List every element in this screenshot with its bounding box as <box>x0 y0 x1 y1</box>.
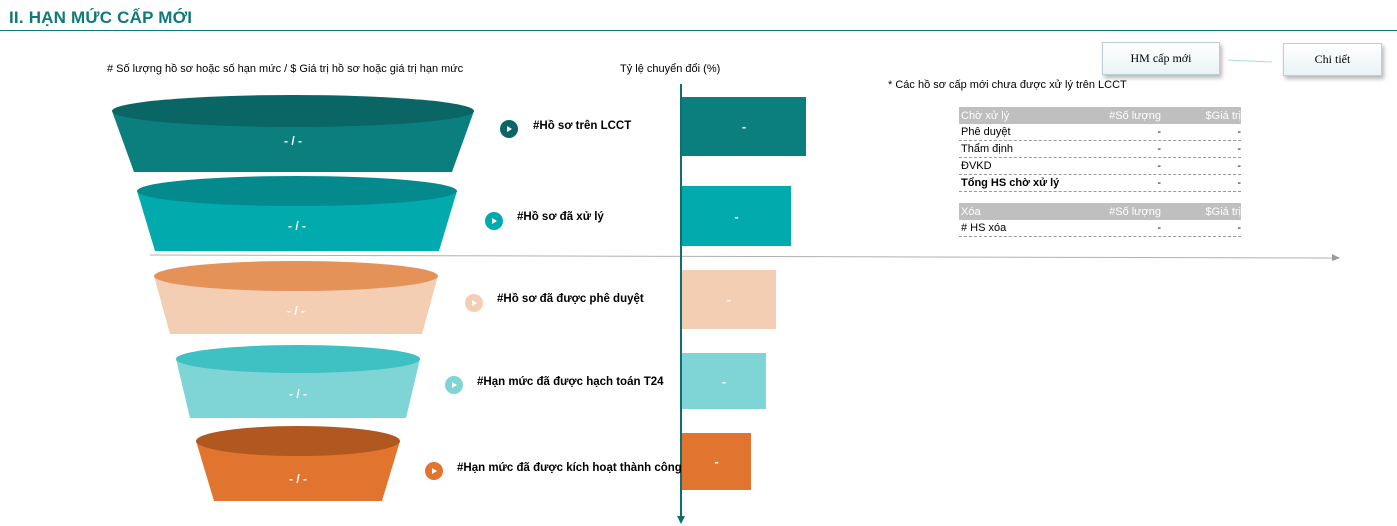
row-value: - <box>1237 143 1241 155</box>
title-divider <box>0 30 1397 31</box>
play-icon <box>445 376 463 394</box>
funnel-value: - / - <box>287 304 305 318</box>
row-name: ĐVKD <box>961 160 992 172</box>
table-row: ĐVKD - - <box>959 158 1241 175</box>
stage-label-lcct: #Hồ sơ trên LCCT <box>533 120 632 132</box>
funnel-shape <box>176 345 420 418</box>
funnel-value: - / - <box>288 219 306 233</box>
funnel-header: # Số lượng hồ sơ hoặc số hạn mức / $ Giá… <box>107 63 464 75</box>
funnel-value: - / - <box>289 472 307 486</box>
row-count: - <box>1157 160 1161 172</box>
pending-table-header: Chờ xử lý #Số lượng $Giá trị <box>959 107 1241 124</box>
table-row: Phê duyệt - - <box>959 124 1241 141</box>
stage-label-approved: #Hồ sơ đã được phê duyệt <box>497 293 644 305</box>
column-header: $Giá trị <box>1205 205 1241 218</box>
play-icon <box>500 120 518 138</box>
row-name: Tổng HS chờ xử lý <box>961 177 1060 189</box>
stage-label-activated: #Hạn mức đã được kích hoạt thành công <box>457 462 682 474</box>
play-icon <box>485 212 503 230</box>
pending-table: Chờ xử lý #Số lượng $Giá trị Phê duyệt -… <box>959 107 1241 192</box>
funnel-stage-lcct: - / - <box>112 94 474 174</box>
table-row: Thẩm định - - <box>959 141 1241 158</box>
hm-new-button[interactable]: HM cấp mới <box>1102 42 1220 75</box>
funnel-shape <box>137 176 457 251</box>
row-count: - <box>1157 222 1161 234</box>
column-header: #Số lượng <box>1109 205 1161 218</box>
row-count: - <box>1157 177 1161 189</box>
row-name: # HS xóa <box>961 222 1007 234</box>
column-header: $Giá trị <box>1205 109 1241 122</box>
conversion-bar-approved: - <box>682 270 776 329</box>
row-count: - <box>1157 126 1161 138</box>
conversion-header: Tỷ lệ chuyển đổi (%) <box>620 63 721 75</box>
pending-note: * Các hồ sơ cấp mới chưa được xử lý trên… <box>888 79 1127 91</box>
column-header: #Số lượng <box>1109 109 1161 122</box>
funnel-stage-approved: - / - <box>154 260 438 335</box>
funnel-stage-processed: - / - <box>137 175 457 252</box>
delete-table-header: Xóa #Số lượng $Giá trị <box>959 203 1241 220</box>
row-value: - <box>1237 177 1241 189</box>
row-value: - <box>1237 160 1241 172</box>
row-count: - <box>1157 143 1161 155</box>
stage-label-processed: #Hồ sơ đã xử lý <box>517 211 604 223</box>
row-value: - <box>1237 126 1241 138</box>
funnel-stage-activated: - / - <box>196 426 400 502</box>
row-value: - <box>1237 222 1241 234</box>
funnel-shape <box>154 261 438 334</box>
delete-table: Xóa #Số lượng $Giá trị # HS xóa - - <box>959 203 1241 237</box>
column-header: Chờ xử lý <box>961 109 1010 122</box>
table-row-total: Tổng HS chờ xử lý - - <box>959 175 1241 192</box>
funnel-shape <box>112 95 474 172</box>
funnel-value: - / - <box>284 134 302 148</box>
row-name: Phê duyệt <box>961 126 1011 138</box>
play-icon <box>465 294 483 312</box>
conversion-bar-processed: - <box>682 186 791 246</box>
table-row: # HS xóa - - <box>959 220 1241 237</box>
row-name: Thẩm định <box>961 143 1013 155</box>
stage-label-t24: #Hạn mức đã được hạch toán T24 <box>477 376 664 388</box>
conversion-bar-activated: - <box>682 433 751 490</box>
conversion-bar-lcct: - <box>682 97 806 156</box>
funnel-stage-t24: - / - <box>176 344 420 419</box>
page-title: II. HẠN MỨC CẤP MỚI <box>9 8 193 27</box>
funnel-value: - / - <box>289 387 307 401</box>
play-icon <box>425 462 443 480</box>
detail-button[interactable]: Chi tiết <box>1283 43 1382 76</box>
conversion-bar-t24: - <box>682 353 766 409</box>
column-header: Xóa <box>961 205 981 218</box>
funnel-shape <box>196 426 400 501</box>
